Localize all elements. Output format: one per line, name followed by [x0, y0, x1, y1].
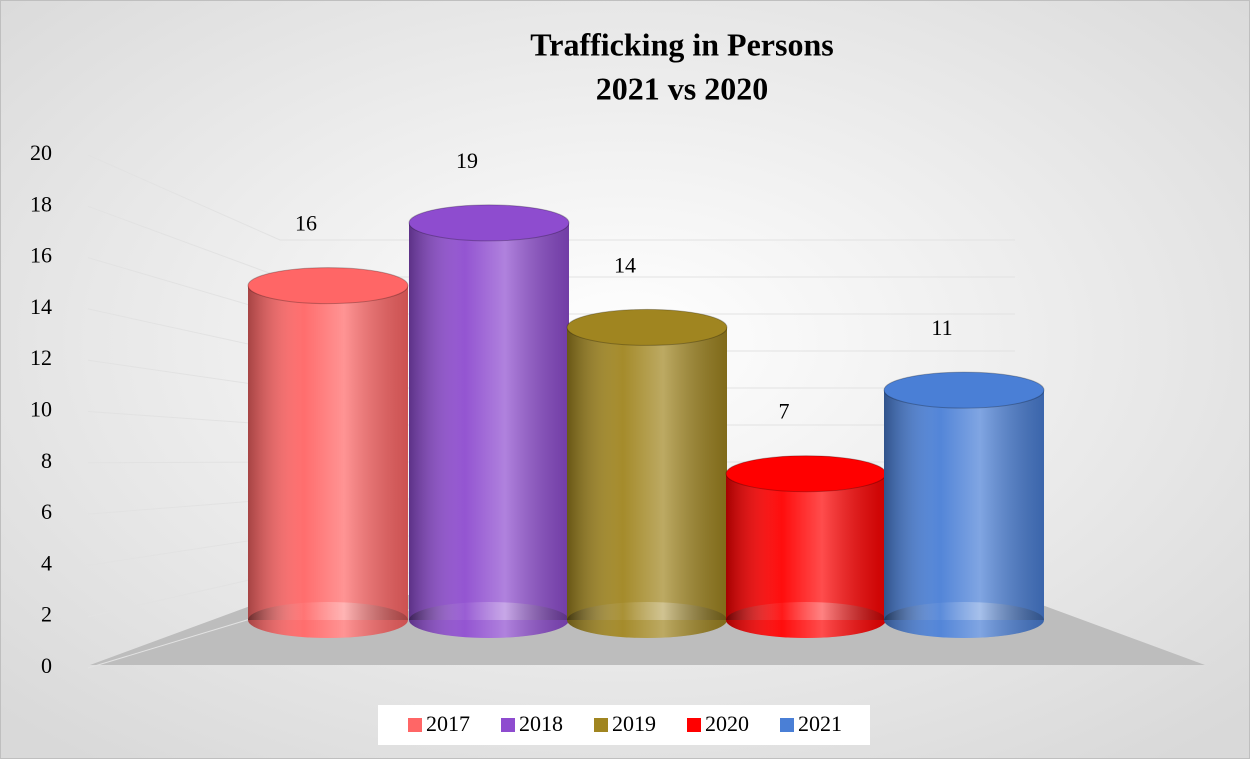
legend-swatch — [687, 718, 701, 732]
chart-subtitle: 2021 vs 2020 — [596, 70, 768, 106]
bar-top — [247, 267, 409, 305]
legend-label: 2018 — [519, 711, 563, 736]
bar-top — [566, 308, 728, 346]
bar-shade — [409, 222, 569, 620]
y-tick-label: 6 — [41, 499, 52, 524]
y-tick-label: 10 — [30, 397, 52, 422]
legend-swatch — [408, 718, 422, 732]
y-tick-label: 2 — [41, 602, 52, 627]
bar-shade — [248, 285, 408, 620]
data-label: 11 — [931, 315, 952, 340]
data-label: 7 — [779, 399, 790, 424]
legend-swatch — [594, 718, 608, 732]
legend-label: 2019 — [612, 711, 656, 736]
data-label: 16 — [295, 211, 317, 236]
legend-label: 2021 — [798, 711, 842, 736]
bar-top — [883, 371, 1045, 409]
chart-title: Trafficking in Persons — [530, 26, 833, 62]
bar-top — [408, 204, 570, 242]
bar-shade — [884, 390, 1044, 620]
y-tick-label: 16 — [30, 243, 52, 268]
bar-shade — [726, 473, 886, 620]
legend-label: 2020 — [705, 711, 749, 736]
legend-swatch — [780, 718, 794, 732]
bar-top — [725, 455, 887, 493]
y-tick-label: 4 — [41, 550, 52, 575]
y-tick-label: 14 — [30, 294, 52, 319]
y-tick-label: 18 — [30, 191, 52, 216]
data-label: 19 — [456, 148, 478, 173]
bar-shade — [567, 327, 727, 620]
grid-line — [87, 154, 1015, 241]
y-tick-label: 12 — [30, 345, 52, 370]
y-tick-label: 20 — [30, 140, 52, 165]
data-label: 14 — [614, 252, 636, 277]
y-tick-label: 8 — [41, 448, 52, 473]
y-tick-label: 0 — [41, 653, 52, 678]
legend-label: 2017 — [426, 711, 470, 736]
legend-swatch — [501, 718, 515, 732]
